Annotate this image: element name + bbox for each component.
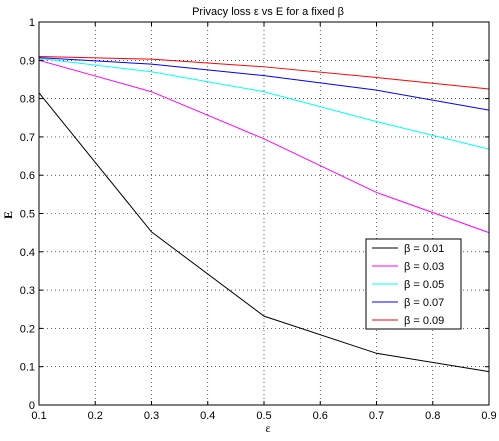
legend-entry-label: β = 0.09 — [404, 315, 444, 327]
chart-title: Privacy loss ε vs E for a fixed β — [192, 6, 344, 18]
y-tick-label: 0.8 — [20, 94, 35, 106]
y-tick-label: 0.5 — [20, 209, 35, 221]
x-tick-label: 0.2 — [88, 410, 103, 422]
y-tick-label: 0.7 — [20, 132, 35, 144]
x-tick-label: 0.1 — [31, 410, 46, 422]
x-tick-label: 0.4 — [200, 410, 215, 422]
y-tick-label: 0.2 — [20, 323, 35, 335]
y-tick-label: 1 — [29, 17, 35, 29]
series-lines — [38, 55, 490, 373]
grid-lines — [39, 22, 489, 405]
x-tick-label: 0.6 — [313, 410, 328, 422]
series-line-1 — [38, 92, 490, 373]
legend-entry-label: β = 0.05 — [404, 279, 444, 291]
x-tick-label: 0.7 — [369, 410, 384, 422]
y-tick-label: 0.4 — [20, 247, 35, 259]
axis-ticks: 0.1 0.2 0.3 0.4 0.5 0.6 0.7 0.8 0.900.10.20.30.4… — [20, 17, 497, 422]
series-line-4 — [38, 57, 490, 111]
x-tick-label: 0.9 — [481, 410, 496, 422]
series-line-5 — [38, 55, 490, 90]
y-tick-label: 0.3 — [20, 285, 35, 297]
legend-entry-label: β = 0.01 — [404, 243, 444, 255]
y-tick-label: 0 — [29, 400, 35, 412]
y-axis-label: E — [1, 211, 15, 219]
x-tick-label: 0.8 — [425, 410, 440, 422]
y-tick-label: 0.1 — [20, 362, 35, 374]
y-tick-label: 0.9 — [20, 55, 35, 67]
series-line-2 — [38, 59, 490, 234]
series-line-3 — [38, 57, 490, 150]
x-tick-label: 0.3 — [144, 410, 159, 422]
legend-entry-label: β = 0.03 — [404, 261, 444, 273]
x-tick-label: 0.5 — [256, 410, 271, 422]
legend-entry-label: β = 0.07 — [404, 297, 444, 309]
legend: β = 0.01 β = 0.03 β = 0.05 β = 0.07 β = 0.09 — [365, 238, 462, 330]
x-axis-label: ε — [265, 421, 270, 435]
y-tick-label: 0.6 — [20, 170, 35, 182]
